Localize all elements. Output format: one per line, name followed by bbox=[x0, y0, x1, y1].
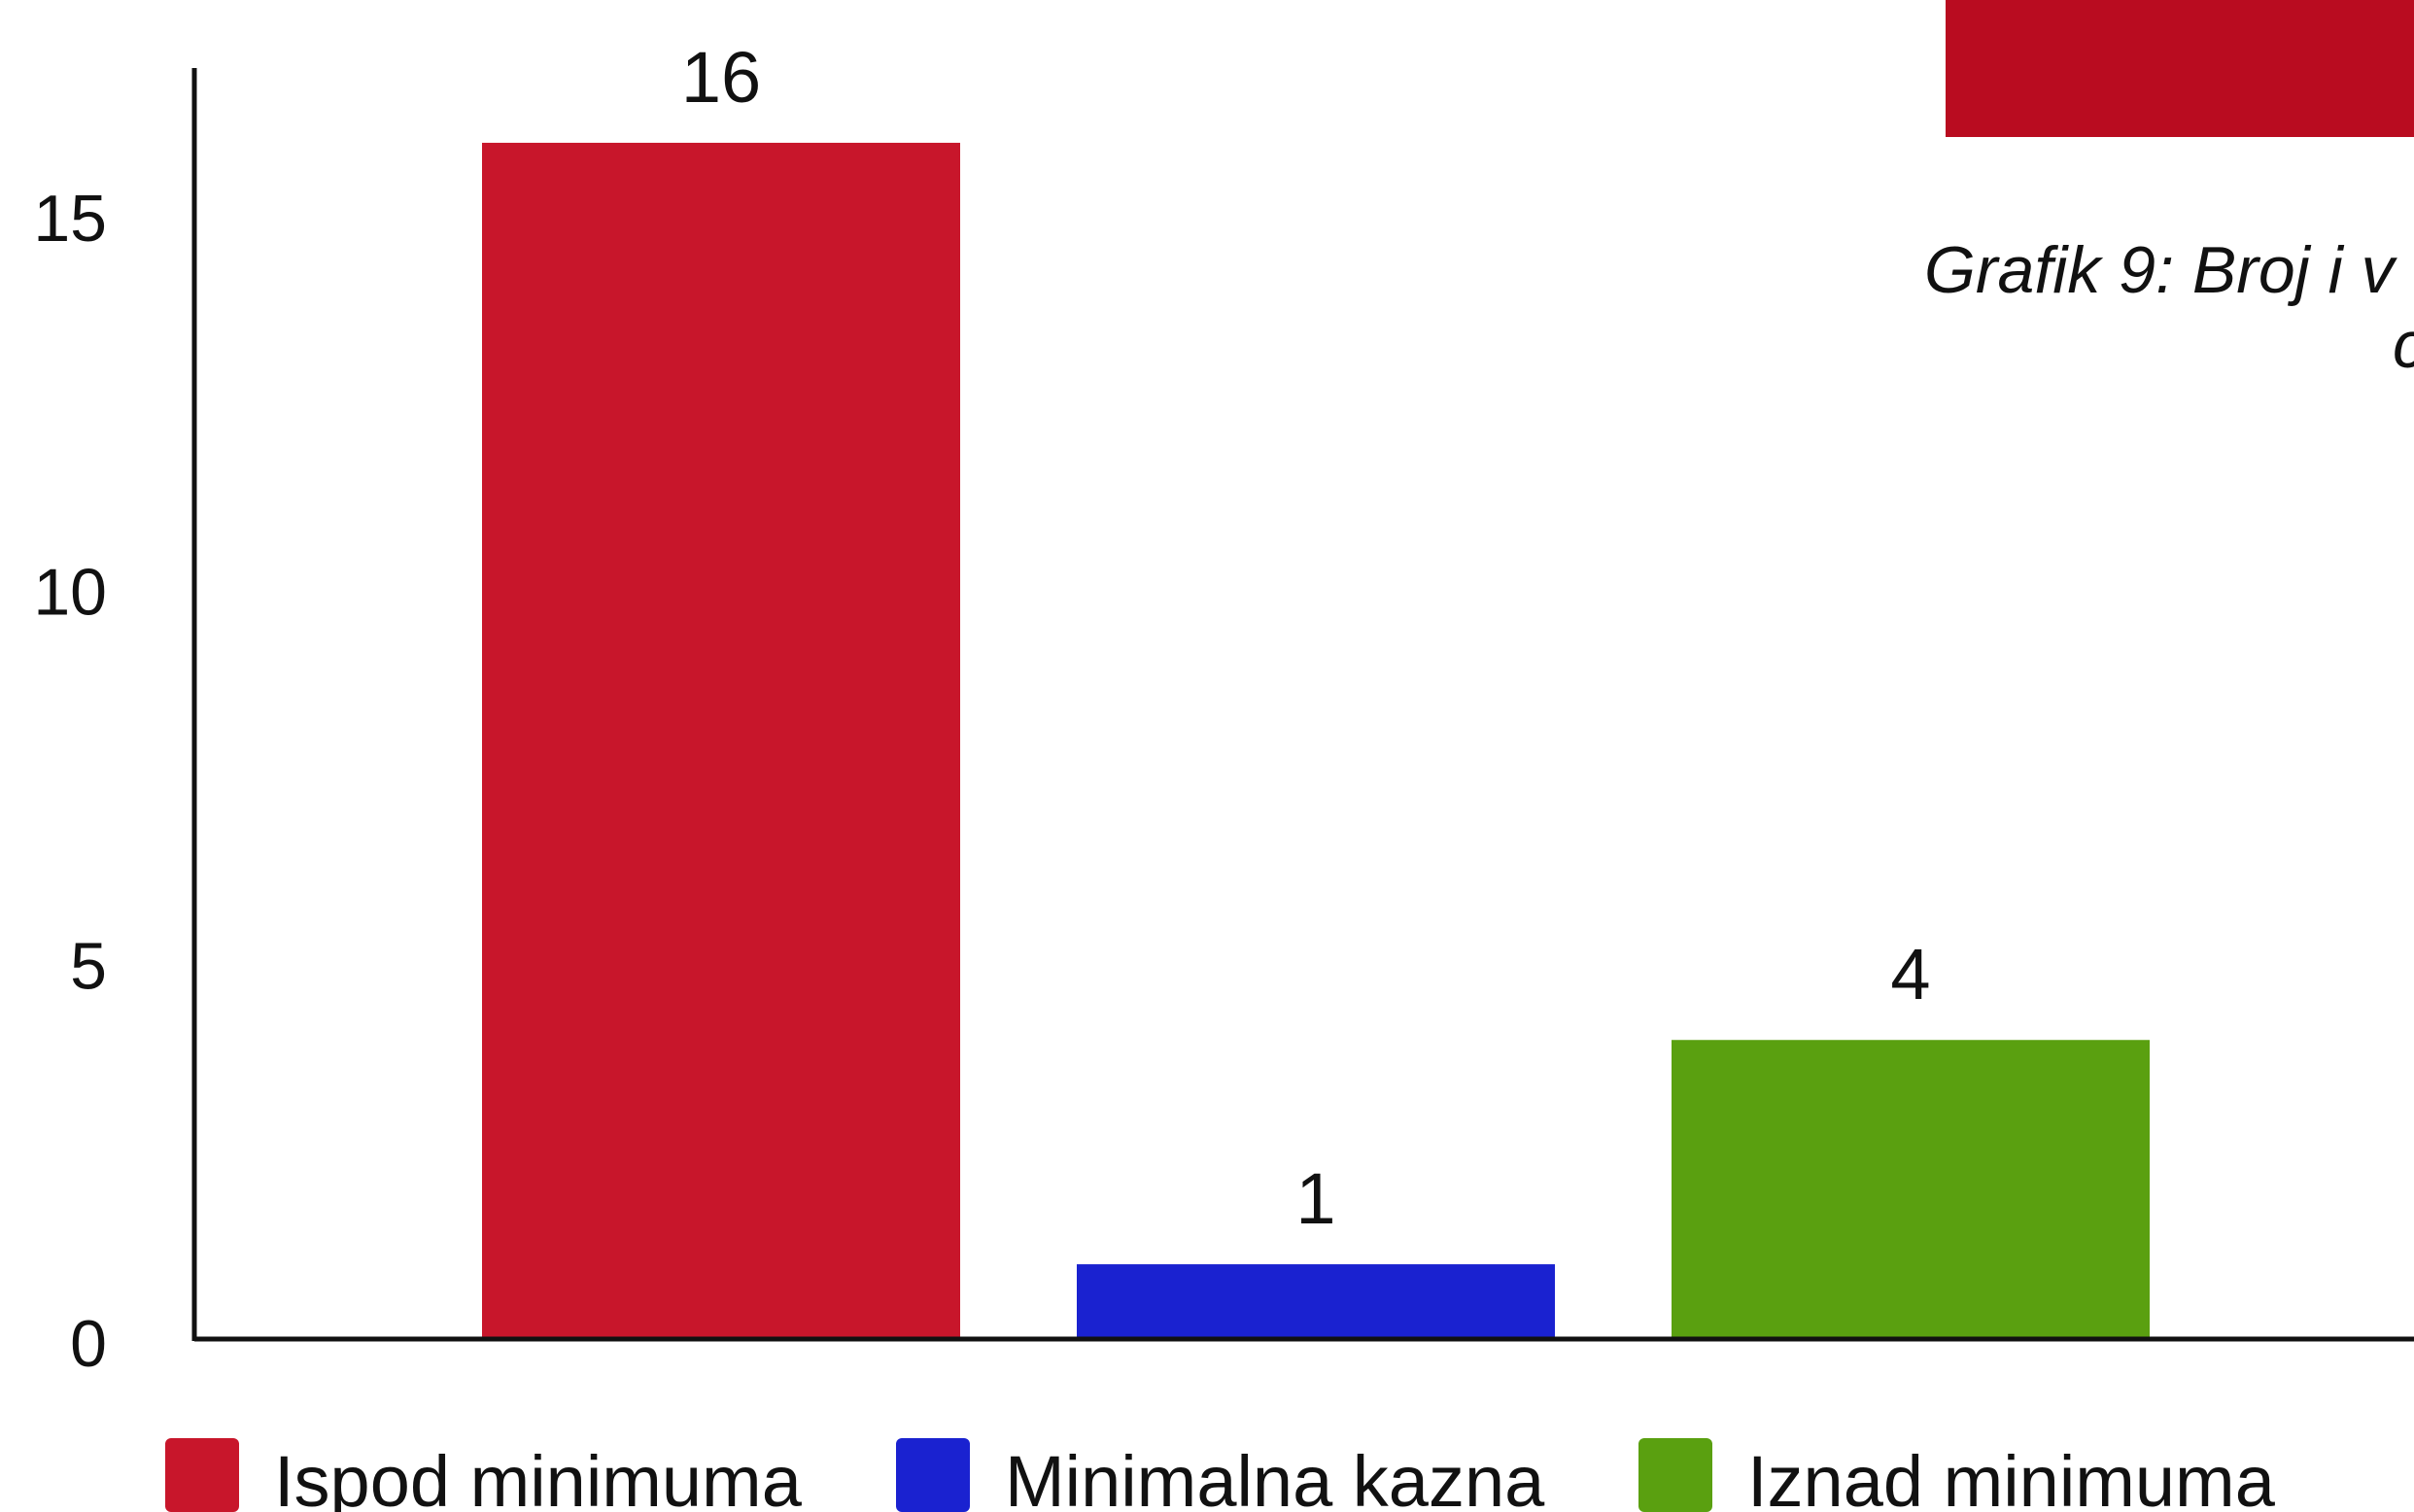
bar bbox=[1672, 1040, 2150, 1337]
caption-line-1: Grafik 9: Broj i v bbox=[1924, 233, 2398, 307]
y-tick-label: 0 bbox=[70, 1307, 107, 1381]
legend-label: Iznad minimuma bbox=[1747, 1441, 2276, 1512]
legend-label: Ispod minimuma bbox=[274, 1441, 803, 1512]
bars-group bbox=[482, 142, 2150, 1338]
data-value-label: 4 bbox=[1890, 934, 1930, 1014]
y-axis-ticks: 0 5 10 15 bbox=[33, 182, 107, 1381]
data-value-label: 16 bbox=[681, 37, 761, 118]
bar bbox=[482, 142, 960, 1338]
caption-accent-block bbox=[1946, 0, 2414, 137]
legend: Ispod minimuma Minimalna kazna Iznad minim… bbox=[165, 1438, 2276, 1512]
legend-swatch bbox=[1638, 1438, 1712, 1512]
y-tick-label: 10 bbox=[33, 556, 107, 630]
data-value-label: 1 bbox=[1295, 1158, 1335, 1239]
legend-swatch bbox=[165, 1438, 239, 1512]
legend-swatch bbox=[896, 1438, 970, 1512]
caption-line-2: c bbox=[2393, 308, 2414, 382]
legend-label: Minimalna kazna bbox=[1005, 1441, 1545, 1512]
bar bbox=[1077, 1264, 1555, 1337]
y-tick-label: 15 bbox=[33, 182, 107, 256]
y-tick-label: 5 bbox=[70, 929, 107, 1003]
